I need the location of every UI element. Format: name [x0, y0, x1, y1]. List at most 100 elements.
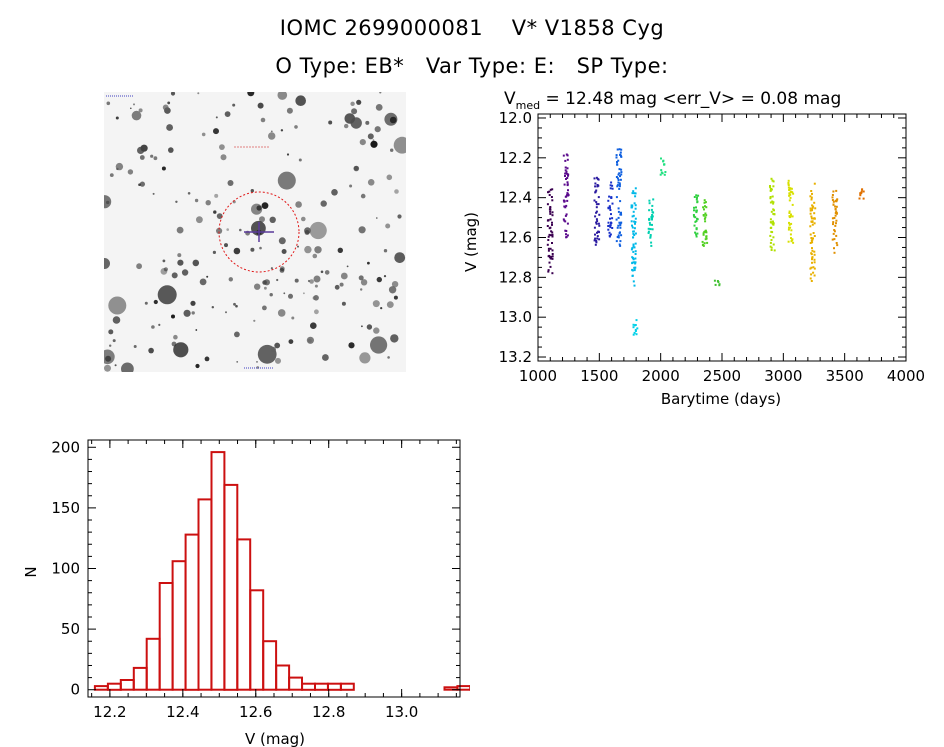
lc-point [790, 229, 793, 232]
star [297, 245, 299, 248]
lc-point [810, 217, 813, 220]
lc-point [788, 226, 790, 229]
lc-point [610, 181, 613, 184]
lc-point [787, 240, 790, 243]
lc-xtick-label: 1000 [519, 367, 557, 385]
hist-bar [184, 533, 200, 691]
lc-point [634, 207, 637, 210]
star [233, 247, 241, 255]
lc-point [632, 250, 635, 253]
star [114, 364, 117, 367]
lc-point [811, 192, 813, 195]
lc-point [547, 247, 550, 250]
lc-point [790, 237, 792, 240]
star [197, 92, 200, 95]
star [211, 306, 214, 309]
lc-point [620, 168, 623, 171]
star [291, 316, 295, 320]
lc-point [695, 235, 698, 238]
lc-point [810, 266, 813, 269]
star [278, 237, 286, 245]
star [201, 132, 206, 137]
star [379, 92, 382, 94]
lc-point [595, 218, 598, 221]
lc-point [598, 238, 601, 241]
lc-point [548, 227, 551, 230]
lc-point [607, 225, 610, 227]
hist-bar [236, 538, 252, 691]
star [256, 205, 262, 211]
lc-point [616, 184, 619, 187]
lc-point [787, 181, 790, 184]
lc-point [663, 173, 666, 176]
lc-point [619, 175, 621, 178]
lc-point [809, 207, 812, 210]
lc-point [790, 187, 793, 190]
lc-point [551, 211, 554, 214]
star [150, 154, 154, 158]
lc-point [611, 227, 614, 229]
lc-point [632, 230, 635, 233]
star [295, 201, 302, 208]
lc-point [565, 170, 568, 173]
star [373, 327, 380, 334]
hist-ytick-label: 100 [51, 560, 80, 578]
lc-point [813, 217, 816, 220]
lc-point [618, 148, 621, 151]
lc-point [608, 195, 611, 198]
lc-point [546, 203, 549, 206]
lc-point [618, 183, 621, 186]
lc-point [631, 215, 634, 218]
hist-bars [93, 451, 470, 691]
star-name: V* V1858 Cyg [511, 16, 665, 40]
star [205, 200, 211, 206]
lc-point [812, 237, 814, 240]
lc-point [564, 172, 567, 175]
star [259, 246, 262, 250]
star [312, 253, 318, 259]
lc-point [770, 246, 773, 249]
star [194, 198, 199, 203]
lc-point [595, 211, 598, 214]
lc-point [593, 239, 596, 242]
lc-point [813, 182, 816, 185]
lc-point [609, 224, 612, 227]
star [286, 153, 290, 156]
lc-point [607, 207, 610, 210]
lc-point [702, 233, 705, 236]
star [214, 193, 219, 198]
lc-point [594, 190, 597, 193]
star [349, 184, 353, 188]
lc-point [546, 243, 549, 246]
star [170, 92, 176, 96]
lc-point [547, 239, 550, 241]
lc-point [635, 319, 638, 322]
star [108, 329, 114, 335]
lc-point [547, 219, 550, 222]
star [162, 259, 166, 263]
lc-point [704, 229, 707, 232]
lc-point [607, 221, 610, 224]
lc-point [703, 201, 706, 204]
lc-point [789, 196, 792, 199]
star [191, 311, 195, 315]
lc-point [792, 192, 795, 195]
lc-point [662, 159, 665, 162]
lc-point [566, 167, 569, 170]
lc-point [634, 330, 637, 332]
lc-point [633, 246, 636, 249]
lc-point [632, 236, 634, 239]
star [270, 267, 273, 270]
star [260, 117, 266, 123]
lc-point [831, 194, 834, 196]
lc-point [773, 213, 776, 216]
lc-point [633, 220, 636, 223]
lc-point [650, 208, 653, 211]
hist-xtick-label: 12.8 [312, 703, 345, 721]
lc-point [832, 203, 835, 206]
lc-point [833, 251, 836, 254]
lc-point [810, 196, 813, 199]
lc-point [704, 205, 706, 208]
lc-point [810, 273, 813, 276]
star [366, 324, 373, 330]
